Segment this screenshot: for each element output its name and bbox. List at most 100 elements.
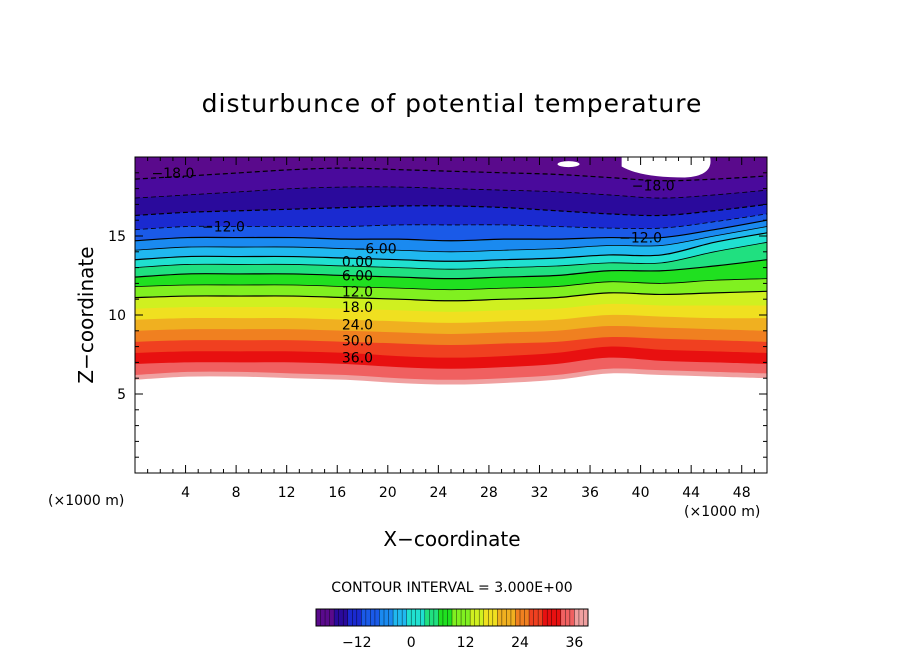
y-tick-label: 10 [108,308,126,324]
colorbar-segment [510,609,516,626]
colorbar-segment [578,609,584,626]
colorbar-segment [583,609,589,626]
colorbar-segment [320,609,326,626]
missing-data-blobs [557,157,711,178]
x-tick-label: 24 [429,485,447,501]
colorbar-segment [374,609,380,626]
contour-label: 18.0 [342,300,373,316]
colorbar-segment [352,609,358,626]
colorbar-segment [338,609,344,626]
colorbar-segment [501,609,507,626]
colorbar-segment [384,609,389,626]
colorbar-segment [538,609,543,626]
contour-interval-text: CONTOUR INTERVAL = 3.000E+00 [331,580,572,596]
contour-label: 6.00 [342,269,373,285]
contour-line [134,219,768,242]
contour-label: −18.0 [632,178,675,194]
colorbar-segment [329,609,335,626]
colorbar-segment [465,609,471,626]
y-axis-label: Z−coordinate [74,246,98,383]
colorbar-segment [316,609,321,626]
contour-label: 30.0 [342,333,373,349]
colorbar-segment [429,609,435,626]
contour-label: 0.00 [342,254,373,270]
colorbar-segment [574,609,580,626]
colorbar-segment [542,609,548,626]
x-tick-label: 32 [531,485,549,501]
colorbar [315,608,589,627]
colorbar-segment [379,609,385,626]
colorbar-segment [551,609,557,626]
colorbar-segment [556,609,562,626]
colorbar-segment [402,609,407,626]
contour-line [134,186,768,199]
contour-label: 36.0 [342,351,373,367]
colorbar-segment [452,609,457,626]
x-tick-label: 48 [733,485,751,501]
colorbar-segment [565,609,571,626]
colorbar-segment [479,609,485,626]
colorbar-segment [420,609,426,626]
x-axis-ticks: 4 8 12 16 20 24 28 32 36 40 44 48 [147,157,755,501]
x-unit-label-right: (×1000 m) [684,504,760,520]
chart-title: disturbunce of potential temperature [202,89,703,118]
colorbar-tick-label: 24 [511,635,529,651]
colorbar-tick-label: 12 [457,635,475,651]
colorbar-segment [515,609,521,626]
colorbar-tick-label: 36 [565,635,583,651]
colorbar-segment [497,609,503,626]
contour-line [134,290,768,302]
x-tick-label: 4 [181,485,190,501]
contour-label: −18.0 [151,166,194,182]
colorbar-segment [388,609,394,626]
colorbar-segment [560,609,566,626]
x-axis-label: X−coordinate [383,527,520,551]
contour-line [134,203,768,217]
x-tick-label: 20 [379,485,397,501]
x-tick-label: 44 [682,485,700,501]
colorbar-segment [442,609,448,626]
colorbar-segment [415,609,421,626]
missing-data-blob [621,157,711,178]
contour-line [134,167,768,182]
contour-line [134,241,768,270]
colorbar-segment [569,609,575,626]
x-tick-label: 28 [480,485,498,501]
contour-label: −6.00 [354,242,397,258]
colorbar-segment [356,609,362,626]
contour-label: 12.0 [342,284,373,300]
y-axis-ticks: 5 10 15 [108,172,767,458]
colorbar-segment [397,609,403,626]
colorbar-segment [520,609,525,626]
x-unit-label-left: (×1000 m) [48,493,124,509]
contour-line [134,259,768,280]
colorbar-segment [343,609,349,626]
colorbar-segment [492,609,498,626]
contour-line [134,226,768,253]
y-tick-label: 5 [117,387,126,403]
colorbar-segment [365,609,371,626]
colorbar-segment [533,609,539,626]
contour-label: −12.0 [202,220,245,236]
colorbar-segment [370,609,376,626]
colorbar-segment [325,609,330,626]
contour-line [134,213,768,231]
colorbar-segment [488,609,494,626]
colorbar-segment [461,609,466,626]
colorbar-tick-labels: −12 0 12 24 36 [342,635,583,651]
colorbar-segment [347,609,353,626]
contour-line [134,232,768,262]
y-tick-label: 15 [108,229,126,245]
colorbar-tick-label: −12 [342,635,372,651]
colorbar-segment [438,609,444,626]
colorbar-segment [411,609,417,626]
no-data-region [135,373,767,473]
colorbar-tick-label: 0 [407,635,416,651]
x-tick-label: 8 [232,485,241,501]
colorbar-segment [334,609,339,626]
colorbar-segment [524,609,530,626]
colorbar-segment [529,609,534,626]
colorbar-segment [483,609,489,626]
contour-label: −12.0 [619,231,662,247]
